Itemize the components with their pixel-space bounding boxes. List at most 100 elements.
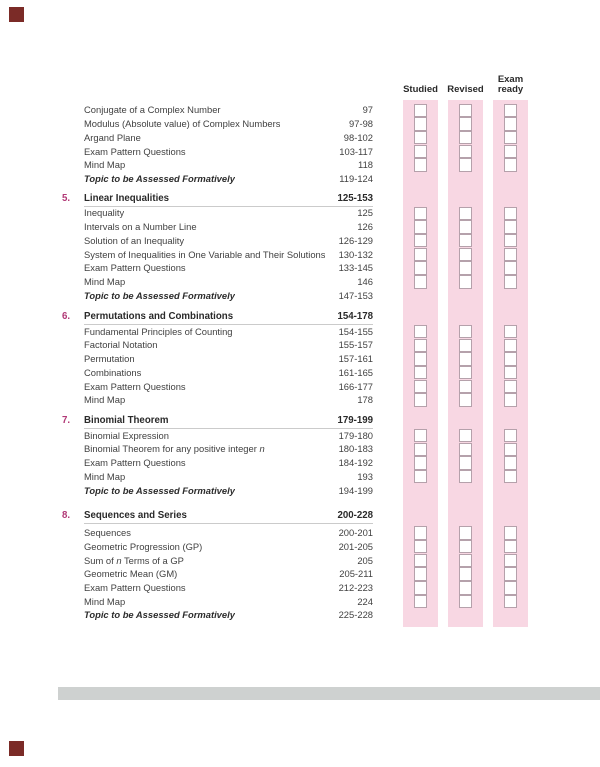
checkbox-studied[interactable] xyxy=(413,144,428,159)
checkbox-studied[interactable] xyxy=(413,456,428,470)
checkbox-revised[interactable] xyxy=(458,352,473,366)
checkbox-revised[interactable] xyxy=(458,144,473,159)
checkbox-exam-ready[interactable] xyxy=(503,442,518,457)
checkbox-studied[interactable] xyxy=(413,103,428,118)
checkbox-exam-ready[interactable] xyxy=(503,526,518,540)
toc-row-title-segment: Argand Plane xyxy=(84,131,141,143)
checkbox-exam-ready[interactable] xyxy=(503,324,518,339)
toc-row-pages: 146 xyxy=(357,275,373,287)
checkbox-revised[interactable] xyxy=(458,594,473,609)
toc-row-title-segment: Factorial Notation xyxy=(84,339,158,351)
checkbox-exam-ready[interactable] xyxy=(503,553,518,568)
toc-row: System of Inequalities in One Variable a… xyxy=(62,248,373,262)
checkbox-studied[interactable] xyxy=(413,275,428,289)
checkbox-revised[interactable] xyxy=(458,365,473,380)
checkbox-studied[interactable] xyxy=(413,379,428,394)
checkbox-studied[interactable] xyxy=(413,206,428,221)
checkbox-revised[interactable] xyxy=(458,539,473,554)
checkbox-studied[interactable] xyxy=(413,233,428,248)
toc-row-pages: 225-228 xyxy=(338,609,373,621)
toc-row: Topic to be Assessed Formatively 194-199 xyxy=(62,484,373,498)
checkbox-studied[interactable] xyxy=(413,526,428,540)
toc-row-title-segment: System of Inequalities in One Variable a… xyxy=(84,248,326,260)
checkbox-revised[interactable] xyxy=(458,220,473,234)
checkbox-revised[interactable] xyxy=(458,103,473,118)
toc-row-title: Binomial Theorem for any positive intege… xyxy=(62,442,265,456)
checkbox-revised[interactable] xyxy=(458,338,473,353)
checkbox-studied[interactable] xyxy=(413,247,428,262)
checkbox-revised[interactable] xyxy=(458,567,473,581)
checkbox-revised[interactable] xyxy=(458,442,473,457)
checkbox-revised[interactable] xyxy=(458,553,473,568)
checkbox-revised[interactable] xyxy=(458,130,473,145)
checkbox-exam-ready[interactable] xyxy=(503,539,518,554)
toc-row-title: Solution of an Inequality xyxy=(62,234,184,248)
checkbox-revised[interactable] xyxy=(458,428,473,443)
checkbox-exam-ready[interactable] xyxy=(503,247,518,262)
checkbox-studied[interactable] xyxy=(413,428,428,443)
checkbox-studied[interactable] xyxy=(413,469,428,484)
checkbox-exam-ready[interactable] xyxy=(503,456,518,470)
checkbox-exam-ready[interactable] xyxy=(503,130,518,145)
toc-row-pages: 130-132 xyxy=(338,248,373,260)
checkbox-exam-ready[interactable] xyxy=(503,275,518,289)
checkbox-exam-ready[interactable] xyxy=(503,158,518,172)
checkbox-exam-ready[interactable] xyxy=(503,567,518,581)
checkbox-revised[interactable] xyxy=(458,117,473,131)
checkbox-exam-ready[interactable] xyxy=(503,206,518,221)
checkbox-exam-ready[interactable] xyxy=(503,428,518,443)
toc-row-title: Argand Plane xyxy=(62,131,141,145)
checkbox-revised[interactable] xyxy=(458,393,473,407)
checkbox-exam-ready[interactable] xyxy=(503,233,518,248)
toc-row-title-segment: Intervals on a Number Line xyxy=(84,221,197,233)
checkbox-exam-ready[interactable] xyxy=(503,393,518,407)
checkbox-studied[interactable] xyxy=(413,324,428,339)
checkbox-exam-ready[interactable] xyxy=(503,220,518,234)
checkbox-revised[interactable] xyxy=(458,581,473,595)
checkbox-exam-ready[interactable] xyxy=(503,261,518,275)
checkbox-exam-ready[interactable] xyxy=(503,594,518,609)
checkbox-revised[interactable] xyxy=(458,261,473,275)
checkbox-revised[interactable] xyxy=(458,526,473,540)
checkbox-exam-ready[interactable] xyxy=(503,379,518,394)
checkbox-studied[interactable] xyxy=(413,365,428,380)
checkbox-revised[interactable] xyxy=(458,275,473,289)
checkbox-exam-ready[interactable] xyxy=(503,117,518,131)
checkbox-revised[interactable] xyxy=(458,158,473,172)
checkbox-studied[interactable] xyxy=(413,158,428,172)
checkbox-studied[interactable] xyxy=(413,352,428,366)
checkbox-studied[interactable] xyxy=(413,393,428,407)
checkbox-studied[interactable] xyxy=(413,442,428,457)
toc-row-title-segment: Inequality xyxy=(84,207,125,219)
checkbox-revised[interactable] xyxy=(458,247,473,262)
checkbox-studied[interactable] xyxy=(413,338,428,353)
checkbox-studied[interactable] xyxy=(413,220,428,234)
toc-row-pages: 147-153 xyxy=(338,289,373,301)
checkbox-studied[interactable] xyxy=(413,539,428,554)
toc-row-pages: 201-205 xyxy=(338,540,373,552)
checkbox-exam-ready[interactable] xyxy=(503,338,518,353)
checkbox-revised[interactable] xyxy=(458,233,473,248)
checkbox-studied[interactable] xyxy=(413,594,428,609)
toc-row: Solution of an Inequality 126-129 xyxy=(62,234,373,248)
checkbox-studied[interactable] xyxy=(413,261,428,275)
checkbox-revised[interactable] xyxy=(458,379,473,394)
toc-row-title: Exam Pattern Questions xyxy=(62,145,186,159)
checkbox-revised[interactable] xyxy=(458,324,473,339)
checkbox-exam-ready[interactable] xyxy=(503,352,518,366)
checkbox-studied[interactable] xyxy=(413,130,428,145)
checkbox-exam-ready[interactable] xyxy=(503,144,518,159)
chapter-divider xyxy=(84,205,373,207)
checkbox-studied[interactable] xyxy=(413,117,428,131)
checkbox-exam-ready[interactable] xyxy=(503,103,518,118)
checkbox-revised[interactable] xyxy=(458,469,473,484)
checkbox-exam-ready[interactable] xyxy=(503,365,518,380)
checkbox-exam-ready[interactable] xyxy=(503,469,518,484)
checkbox-studied[interactable] xyxy=(413,567,428,581)
toc-row: Topic to be Assessed Formatively 119-124 xyxy=(62,172,373,186)
checkbox-studied[interactable] xyxy=(413,553,428,568)
checkbox-revised[interactable] xyxy=(458,206,473,221)
checkbox-studied[interactable] xyxy=(413,581,428,595)
checkbox-revised[interactable] xyxy=(458,456,473,470)
checkbox-exam-ready[interactable] xyxy=(503,581,518,595)
